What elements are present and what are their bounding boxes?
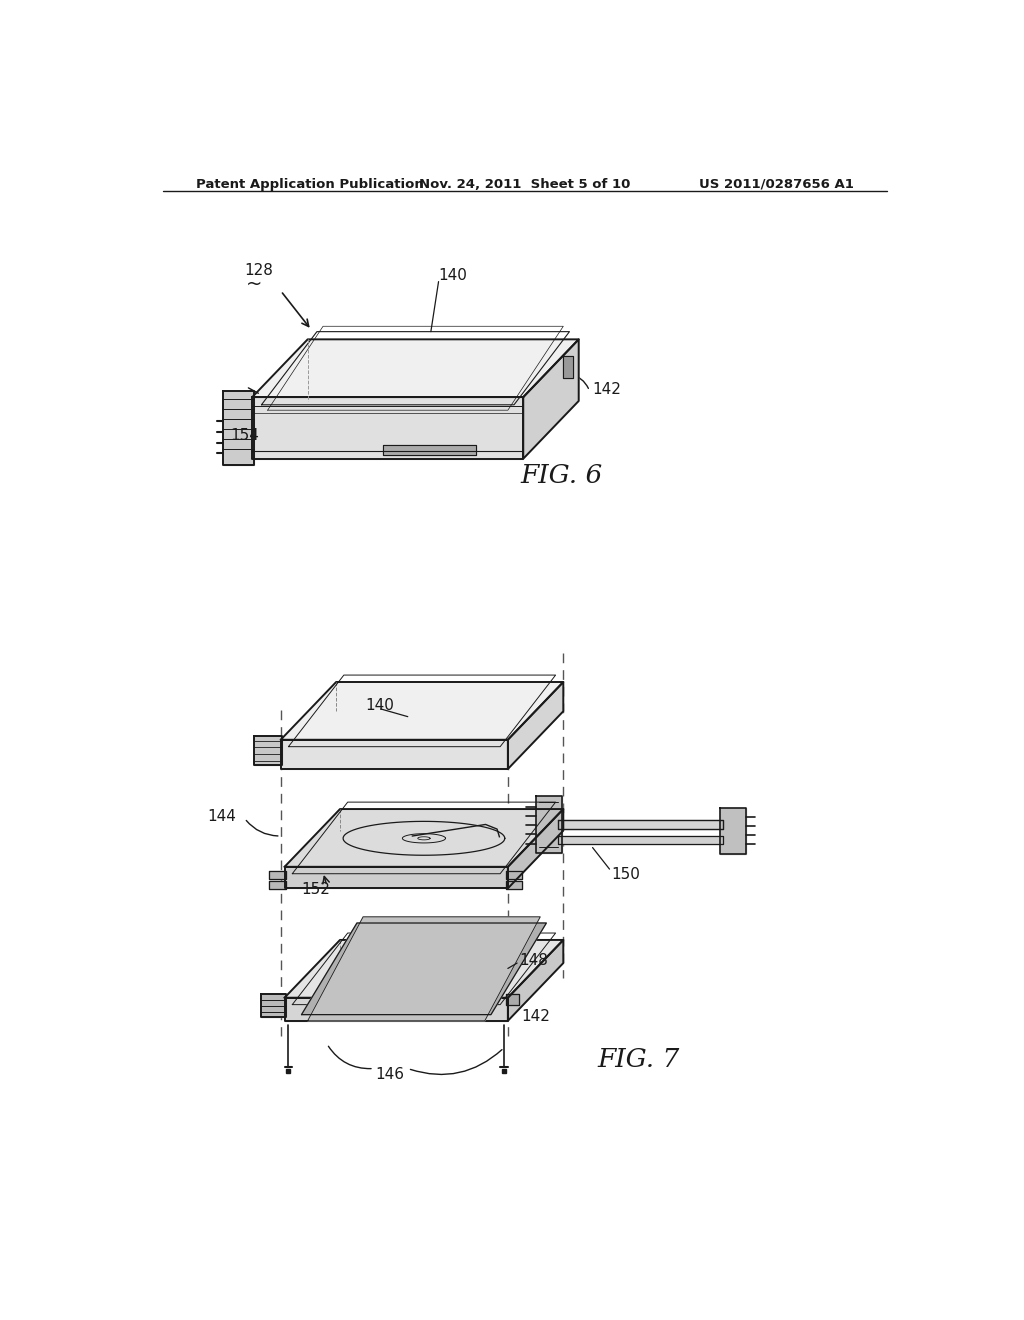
- Polygon shape: [281, 682, 563, 739]
- Text: 148: 148: [519, 953, 548, 969]
- Text: 150: 150: [611, 867, 641, 882]
- FancyArrowPatch shape: [570, 375, 589, 388]
- Text: ~: ~: [246, 275, 262, 293]
- Polygon shape: [261, 994, 286, 1016]
- Text: US 2011/0287656 A1: US 2011/0287656 A1: [699, 178, 854, 190]
- Polygon shape: [307, 917, 541, 1020]
- Polygon shape: [285, 809, 563, 867]
- Polygon shape: [508, 940, 563, 1020]
- Polygon shape: [558, 820, 724, 829]
- Polygon shape: [301, 923, 547, 1015]
- Polygon shape: [285, 940, 563, 998]
- FancyArrowPatch shape: [246, 821, 278, 836]
- Polygon shape: [254, 737, 283, 766]
- Text: 140: 140: [438, 268, 467, 282]
- Polygon shape: [508, 809, 563, 888]
- FancyArrowPatch shape: [411, 1049, 502, 1074]
- Text: 144: 144: [208, 809, 237, 824]
- Text: Patent Application Publication: Patent Application Publication: [196, 178, 424, 190]
- Polygon shape: [536, 796, 562, 853]
- Polygon shape: [223, 391, 254, 465]
- Polygon shape: [506, 994, 519, 1006]
- FancyArrowPatch shape: [261, 425, 270, 430]
- Polygon shape: [252, 397, 523, 459]
- Polygon shape: [508, 682, 563, 770]
- Text: FIG. 6: FIG. 6: [520, 463, 603, 488]
- Polygon shape: [720, 808, 745, 854]
- Text: Nov. 24, 2011  Sheet 5 of 10: Nov. 24, 2011 Sheet 5 of 10: [419, 178, 631, 190]
- Text: 142: 142: [521, 1010, 550, 1024]
- Polygon shape: [269, 880, 286, 890]
- Polygon shape: [252, 339, 579, 397]
- Text: 154: 154: [230, 428, 259, 444]
- Text: 140: 140: [366, 697, 394, 713]
- Text: FIG. 7: FIG. 7: [598, 1047, 680, 1072]
- Polygon shape: [281, 739, 508, 770]
- Polygon shape: [285, 867, 508, 888]
- Text: 152: 152: [301, 882, 331, 898]
- Text: 142: 142: [593, 381, 622, 397]
- Polygon shape: [558, 836, 724, 843]
- Text: 146: 146: [376, 1067, 404, 1082]
- Text: 128: 128: [245, 263, 273, 277]
- Polygon shape: [506, 880, 521, 890]
- Polygon shape: [523, 339, 579, 459]
- Polygon shape: [285, 998, 508, 1020]
- FancyArrowPatch shape: [509, 1001, 518, 1008]
- FancyArrowPatch shape: [329, 1047, 371, 1069]
- Polygon shape: [269, 871, 286, 879]
- Polygon shape: [383, 445, 475, 455]
- Polygon shape: [563, 356, 572, 378]
- Polygon shape: [506, 871, 521, 879]
